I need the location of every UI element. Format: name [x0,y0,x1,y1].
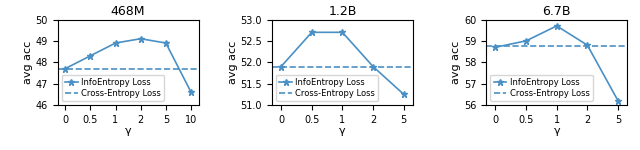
InfoEntropy Loss [369,66,377,68]
Title: 468M: 468M [111,5,145,18]
InfoEntropy Loss [400,93,408,95]
Line: InfoEntropy Loss: InfoEntropy Loss [61,35,195,96]
InfoEntropy Loss [86,55,94,57]
InfoEntropy Loss [339,31,346,33]
InfoEntropy Loss [162,42,170,44]
InfoEntropy Loss [137,38,145,40]
InfoEntropy Loss [277,66,285,68]
Y-axis label: avg acc: avg acc [228,41,237,84]
Y-axis label: avg acc: avg acc [23,41,33,84]
InfoEntropy Loss [614,100,622,102]
Legend: InfoEntropy Loss, Cross-Entropy Loss: InfoEntropy Loss, Cross-Entropy Loss [62,75,164,101]
Cross-Entropy Loss [61,68,69,70]
InfoEntropy Loss [111,42,119,44]
Line: InfoEntropy Loss: InfoEntropy Loss [278,29,407,98]
Cross-Entropy Loss [86,68,94,70]
Line: InfoEntropy Loss: InfoEntropy Loss [492,22,621,104]
X-axis label: γ: γ [125,126,131,136]
Cross-Entropy Loss [522,45,530,47]
Y-axis label: avg acc: avg acc [451,41,461,84]
Cross-Entropy Loss [308,66,316,68]
X-axis label: γ: γ [554,126,560,136]
Legend: InfoEntropy Loss, Cross-Entropy Loss: InfoEntropy Loss, Cross-Entropy Loss [276,75,378,101]
InfoEntropy Loss [61,68,69,70]
Cross-Entropy Loss [277,66,285,68]
Cross-Entropy Loss [492,45,499,47]
InfoEntropy Loss [553,25,561,27]
InfoEntropy Loss [584,44,591,46]
Title: 6.7B: 6.7B [543,5,571,18]
InfoEntropy Loss [492,46,499,48]
InfoEntropy Loss [187,91,195,93]
InfoEntropy Loss [308,31,316,33]
Title: 1.2B: 1.2B [328,5,356,18]
X-axis label: γ: γ [339,126,346,136]
InfoEntropy Loss [522,40,530,42]
Legend: InfoEntropy Loss, Cross-Entropy Loss: InfoEntropy Loss, Cross-Entropy Loss [490,75,593,101]
